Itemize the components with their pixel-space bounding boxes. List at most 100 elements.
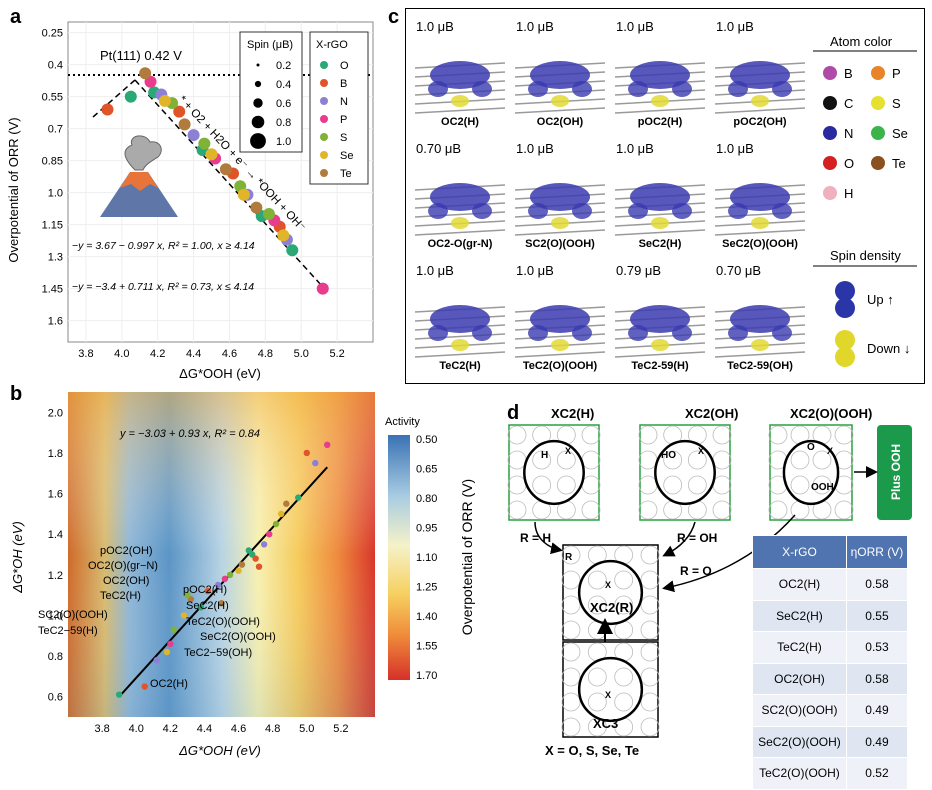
- lattice-line: [414, 351, 506, 358]
- structure-label: TeC2-59(OH): [727, 360, 793, 372]
- equation-2: −y = −3.4 + 0.711 x, R² = 0.73, x ≤ 4.14: [72, 281, 254, 293]
- data-point: [218, 600, 225, 607]
- data-point-Te: [250, 201, 263, 214]
- data-point-Se: [158, 94, 171, 107]
- atom-symbol: S: [892, 96, 901, 111]
- spin-size-label: 0.8: [276, 117, 291, 129]
- x-tick-label: 4.6: [222, 348, 237, 360]
- hex-cell: [614, 595, 634, 615]
- y-tick-label: 1.0: [48, 188, 63, 200]
- colorbar-tick-label: 0.80: [416, 493, 437, 505]
- data-point-S: [262, 208, 275, 220]
- eta-cell: 0.53: [845, 631, 909, 664]
- colorbar-tick-label: 1.55: [416, 641, 437, 653]
- structure-label: OC2(H): [441, 116, 479, 128]
- structure-frame: [508, 424, 600, 521]
- data-point: [167, 640, 174, 648]
- structure-title-oh: XC2(OH): [685, 406, 738, 421]
- point-annotation: SC2(O)(OOH): [38, 609, 108, 621]
- hex-cell: [640, 620, 660, 640]
- data-point-P: [316, 282, 329, 295]
- data-point: [226, 571, 234, 579]
- atom-color-swatch: [871, 66, 885, 80]
- spin-density-blob: [728, 325, 748, 341]
- spin-density-blob: [528, 81, 548, 97]
- atom-label-ho: HO: [661, 450, 676, 461]
- spin-moment: 1.0 μB: [416, 19, 454, 34]
- plus-ooh-label: Plus OOH: [889, 444, 903, 500]
- element-label: B: [340, 78, 347, 90]
- data-point-Se: [277, 229, 290, 242]
- data-point: [283, 500, 290, 507]
- atom-label-x-4: X: [605, 580, 611, 590]
- point-annotation: TeC2(O)(OOH): [186, 616, 260, 628]
- atom-color-swatch: [823, 186, 837, 200]
- element-marker: [320, 133, 328, 141]
- table-row: SC2(O)(OOH) 0.49: [752, 694, 909, 727]
- atom-color-swatch: [871, 126, 885, 140]
- spin-down-label: Down ↓: [867, 341, 910, 356]
- table-row: TeC2(H) 0.53: [752, 631, 909, 664]
- spin-moment: 0.79 μB: [616, 263, 661, 278]
- lattice-line: [414, 107, 506, 114]
- spin-size-label: 1.0: [276, 136, 291, 148]
- eta-cell: 0.49: [845, 725, 909, 758]
- spin-size-label: 0.6: [276, 98, 291, 110]
- structure-cell: 1.0 μB TeC2(O)(OOH): [514, 263, 606, 372]
- hex-cell: [640, 642, 660, 662]
- structure-cell: 0.70 μB TeC2-59(OH): [714, 263, 806, 372]
- atom-symbol: P: [892, 66, 901, 81]
- hex-cell: [614, 570, 634, 590]
- fit-line-b: [118, 466, 328, 698]
- hex-cell: [532, 475, 552, 495]
- y-tick-label: 1.0: [48, 610, 63, 622]
- x-tick-label: 4.8: [258, 348, 273, 360]
- volcano-icon: [100, 135, 178, 217]
- spin-density-blob-down: [551, 217, 569, 229]
- structure-title-o-ooh: XC2(O)(OOH): [790, 406, 872, 421]
- hex-cell: [561, 642, 581, 662]
- hex-cell: [640, 570, 660, 590]
- spin-density-blob: [728, 81, 748, 97]
- table-row: TeC2(O)(OOH) 0.52: [752, 757, 909, 790]
- hex-cell: [663, 450, 683, 470]
- structure-label: OC2(OH): [537, 116, 584, 128]
- structure-frame: [562, 544, 659, 641]
- x-tick-label: 4.4: [197, 723, 212, 735]
- hex-cell: [640, 545, 660, 565]
- data-point-S: [198, 137, 211, 150]
- lattice-line: [614, 351, 706, 358]
- data-point: [141, 683, 148, 690]
- defect-ring: [577, 656, 644, 723]
- lattice-line: [514, 351, 606, 358]
- y-tick-label: 0.7: [48, 124, 63, 136]
- panel-label-b: b: [10, 383, 23, 405]
- spin-density-blob: [530, 305, 590, 333]
- pt-label: Pt(111) 0.42 V: [100, 48, 182, 63]
- structure-label: SeC2(H): [639, 238, 682, 250]
- spin-moment: 1.0 μB: [516, 141, 554, 156]
- data-point: [184, 591, 191, 599]
- hex-cell: [581, 500, 601, 520]
- data-point: [235, 567, 242, 574]
- arrow-r-oh: [662, 521, 696, 557]
- spin-density-blob-down: [451, 217, 469, 229]
- xrgo-cell: TeC2(O)(OOH): [752, 757, 847, 790]
- atom-color-swatch: [871, 96, 885, 110]
- element-marker: [320, 151, 328, 159]
- spin-density-blob-down: [651, 95, 669, 107]
- spin-size-marker: [253, 98, 263, 108]
- equation-b: y = −3.03 + 0.93 x, R² = 0.84: [119, 428, 260, 440]
- spin-density-blob: [572, 325, 592, 341]
- hex-cell: [687, 450, 707, 470]
- hex-cell: [556, 475, 576, 495]
- spin-moment: 1.0 μB: [716, 141, 754, 156]
- point-annotation: OC2(OH): [103, 575, 149, 587]
- spin-down-icon: [835, 330, 855, 367]
- spin-density-blob: [430, 183, 490, 211]
- defect-ring: [523, 439, 585, 506]
- xrgo-legend-title: X-rGO: [316, 39, 348, 51]
- lattice-line: [714, 229, 806, 236]
- spin-size-marker: [250, 133, 266, 149]
- y-tick-label: 1.45: [42, 284, 63, 296]
